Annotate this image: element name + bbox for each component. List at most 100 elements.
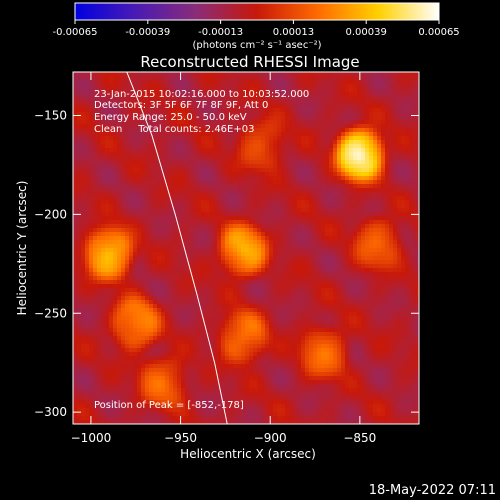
heatmap-cell [165,124,169,128]
heatmap-cell [85,268,89,272]
heatmap-cell [237,380,241,384]
heatmap-cell [193,268,197,272]
heatmap-cell [289,220,293,224]
heatmap-cell [233,404,237,408]
heatmap-cell [193,348,197,352]
heatmap-cell [93,216,97,220]
heatmap-cell [249,260,253,264]
heatmap-cell [113,224,117,228]
heatmap-cell [125,200,129,204]
heatmap-cell [225,108,229,112]
heatmap-cell [81,172,85,176]
heatmap-cell [213,192,217,196]
heatmap-cell [165,272,169,276]
heatmap-cell [293,148,297,152]
heatmap-cell [261,408,265,412]
heatmap-cell [137,400,141,404]
heatmap-cell [281,352,285,356]
heatmap-cell [217,168,221,172]
heatmap-cell [193,188,197,192]
heatmap-cell [149,360,153,364]
heatmap-cell [285,372,289,376]
heatmap-cell [165,396,169,400]
heatmap-cell [101,112,105,116]
heatmap-cell [181,364,185,368]
heatmap-cell [277,288,281,292]
heatmap-cell [193,408,197,412]
heatmap-cell [213,392,217,396]
heatmap-cell [161,360,165,364]
heatmap-cell [205,392,209,396]
heatmap-cell [133,292,137,296]
heatmap-cell [213,180,217,184]
heatmap-cell [233,228,237,232]
heatmap-cell [257,316,261,320]
heatmap-cell [261,200,265,204]
heatmap-cell [229,364,233,368]
heatmap-cell [225,220,229,224]
heatmap-cell [253,220,257,224]
heatmap-cell [205,308,209,312]
heatmap-cell [241,172,245,176]
heatmap-cell [281,328,285,332]
heatmap-cell [141,92,145,96]
heatmap-cell [213,296,217,300]
heatmap-cell [289,248,293,252]
heatmap-cell [249,232,253,236]
heatmap-cell [225,72,229,76]
heatmap-cell [217,204,221,208]
heatmap-cell [161,136,165,140]
heatmap-cell [193,140,197,144]
heatmap-cell [149,296,153,300]
heatmap-cell [149,376,153,380]
heatmap-cell [153,248,157,252]
heatmap-cell [273,340,277,344]
heatmap-cell [113,188,117,192]
heatmap-cell [117,208,121,212]
heatmap-cell [201,364,205,368]
heatmap-cell [121,132,125,136]
heatmap-cell [73,124,77,128]
heatmap-cell [277,312,281,316]
heatmap-cell [129,288,133,292]
heatmap-cell [73,152,77,156]
heatmap-cell [221,160,225,164]
heatmap-cell [177,324,181,328]
heatmap-cell [209,184,213,188]
heatmap-cell [161,180,165,184]
heatmap-cell [181,216,185,220]
heatmap-cell [221,312,225,316]
heatmap-cell [245,356,249,360]
heatmap-cell [133,264,137,268]
heatmap-cell [81,92,85,96]
heatmap-cell [289,212,293,216]
heatmap-cell [129,204,133,208]
heatmap-cell [221,324,225,328]
heatmap-cell [169,332,173,336]
heatmap-cell [261,180,265,184]
heatmap-cell [177,360,181,364]
heatmap-cell [145,140,149,144]
heatmap-cell [121,120,125,124]
heatmap-cell [277,104,281,108]
heatmap-cell [77,384,81,388]
heatmap-cell [93,332,97,336]
heatmap-cell [137,172,141,176]
heatmap-cell [181,160,185,164]
heatmap-cell [189,84,193,88]
heatmap-cell [105,416,109,420]
heatmap-cell [149,264,153,268]
heatmap-cell [133,380,137,384]
heatmap-cell [77,400,81,404]
heatmap-cell [113,232,117,236]
heatmap-cell [153,308,157,312]
heatmap-cell [193,108,197,112]
heatmap-cell [265,300,269,304]
colorbar-tick-label: -0.00013 [198,27,243,38]
heatmap-cell [113,300,117,304]
heatmap-cell [265,316,269,320]
heatmap-cell [249,148,253,152]
heatmap-cell [189,96,193,100]
heatmap-cell [217,176,221,180]
heatmap-cell [101,348,105,352]
